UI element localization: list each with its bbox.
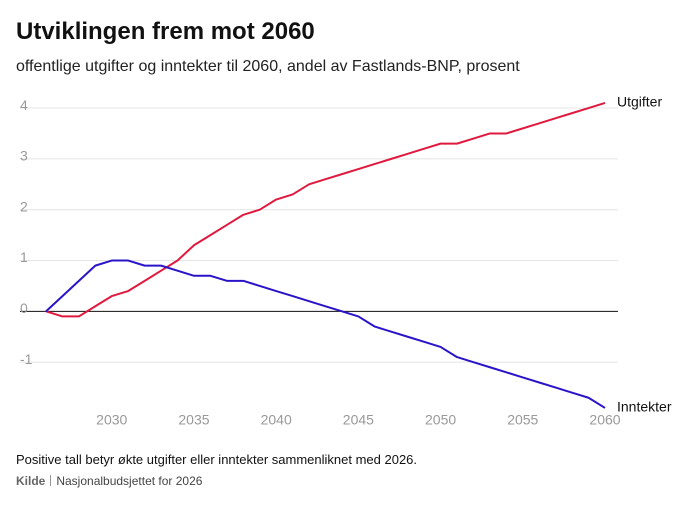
x-tick-label: 2050 xyxy=(425,412,456,428)
separator xyxy=(50,475,52,486)
note: Positive tall betyr økte utgifter eller … xyxy=(16,452,418,467)
source-text: Nasjonalbudsjettet for 2026 xyxy=(56,474,203,488)
chart: -1 0 1 2 3 4 2030 2035 2040 2045 2050 2055 2060 Utgif… xyxy=(20,94,672,428)
y-tick-label: 0 xyxy=(20,300,28,316)
series-line xyxy=(45,259,606,409)
source-label: Kilde xyxy=(16,474,46,488)
y-tick-label: 2 xyxy=(20,198,28,214)
chart-subtitle: offentlige utgifter og inntekter til 206… xyxy=(16,58,520,75)
x-tick-label: 2045 xyxy=(343,412,374,428)
y-tick-label: 4 xyxy=(20,97,28,113)
series-line xyxy=(45,102,606,318)
y-tick-label: 3 xyxy=(20,148,28,164)
x-tick-label: 2035 xyxy=(178,412,209,428)
x-tick-label: 2055 xyxy=(507,412,538,428)
chart-title: Utviklingen frem mot 2060 xyxy=(16,18,315,45)
x-tick-label: 2040 xyxy=(261,412,292,428)
x-tick-label: 2060 xyxy=(589,412,620,428)
y-tick-label: 1 xyxy=(20,249,28,265)
x-tick-label: 2030 xyxy=(96,412,127,428)
source: Kilde Nasjonalbudsjettet for 2026 xyxy=(16,474,202,488)
y-tick-label: -1 xyxy=(20,351,33,367)
series-label: Inntekter xyxy=(617,399,672,415)
series-label: Utgifter xyxy=(617,94,662,110)
